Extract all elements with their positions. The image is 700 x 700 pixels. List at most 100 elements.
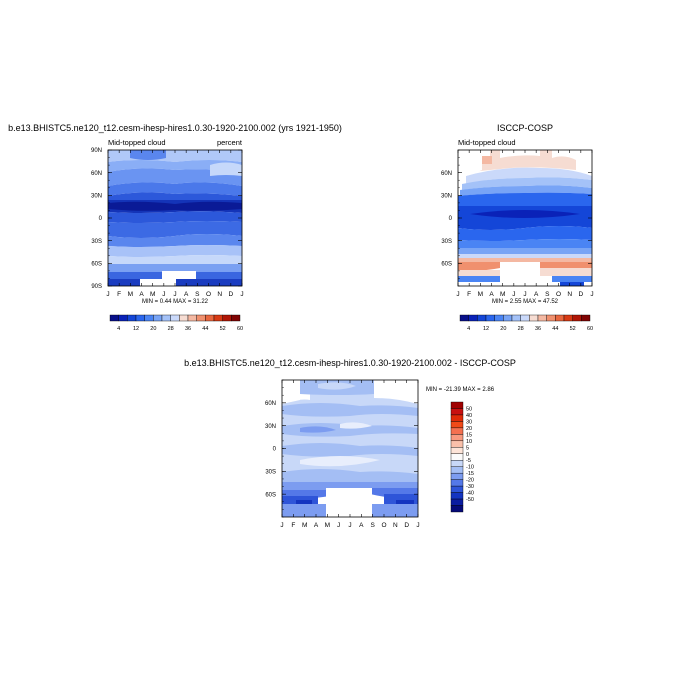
colorbar-label: 20 — [150, 326, 156, 332]
colorbar-swatch — [144, 314, 154, 322]
colorbar-swatch — [170, 314, 180, 322]
x-tick-label: D — [228, 291, 233, 298]
x-tick-label: J — [348, 522, 351, 529]
y-tick-label: 60S — [91, 262, 102, 268]
colorbar-swatch — [450, 505, 464, 513]
colorbar-swatch — [196, 314, 206, 322]
x-tick-label: N — [567, 291, 572, 298]
colorbar-label: -5 — [466, 458, 471, 464]
y-tick-label: 90S — [91, 284, 102, 290]
panel-obs-left-label: Mid-topped cloud — [458, 138, 516, 147]
y-tick-label: 30S — [265, 470, 276, 476]
colorbar-swatch — [450, 453, 464, 461]
x-tick-label: J — [162, 291, 165, 298]
colorbar-label: -20 — [466, 478, 474, 484]
x-tick-label: M — [500, 291, 505, 298]
y-tick-label: 30N — [265, 424, 276, 430]
y-tick-label: 0 — [449, 216, 453, 222]
colorbar-swatch — [450, 498, 464, 506]
colorbar-swatch — [231, 314, 241, 322]
x-tick-label: A — [139, 291, 144, 298]
x-tick-label: A — [489, 291, 494, 298]
y-tick-label: 30N — [91, 194, 102, 200]
colorbar-label: 4 — [467, 326, 470, 332]
y-tick-label: 30N — [441, 194, 452, 200]
colorbar-swatch — [450, 466, 464, 474]
colorbar-label: 5 — [466, 445, 469, 451]
colorbar-label: 60 — [237, 326, 243, 332]
colorbar-swatch — [135, 314, 145, 322]
panel-model-right-label: percent — [217, 138, 243, 147]
panel-obs: ISCCP-COSP Mid-topped cloud — [441, 123, 594, 332]
colorbar-swatch — [153, 314, 163, 322]
y-tick-label: 30S — [91, 239, 102, 245]
colorbar-swatch — [450, 460, 464, 467]
colorbar-swatch — [503, 314, 513, 322]
x-tick-label: N — [393, 522, 398, 529]
colorbar-label: 12 — [483, 326, 489, 332]
x-tick-label: S — [545, 291, 550, 298]
colorbar-swatch — [581, 314, 591, 322]
x-tick-label: A — [359, 522, 364, 529]
x-tick-label: J — [337, 522, 340, 529]
y-tick-label: 60N — [441, 171, 452, 177]
colorbar-label: 52 — [570, 326, 576, 332]
panel-diff-stats: MIN = -21.39 MAX = 2.86 — [426, 387, 495, 393]
y-tick-label: 90N — [91, 148, 102, 154]
y-tick-label: 60N — [91, 171, 102, 177]
colorbar-swatch — [450, 472, 464, 480]
colorbar-label: -50 — [466, 497, 474, 503]
x-tick-label: M — [302, 522, 307, 529]
panel-model-left-label: Mid-topped cloud — [108, 138, 166, 147]
colorbar-swatch — [161, 314, 171, 322]
colorbar-label: 4 — [117, 326, 120, 332]
panel-diff: b.e13.BHISTC5.ne120_t12.cesm-ihesp-hires… — [184, 358, 516, 529]
y-tick-label: 60N — [265, 401, 276, 407]
x-tick-label: D — [578, 291, 583, 298]
colorbar-swatch — [468, 314, 478, 322]
x-tick-label: J — [416, 522, 419, 529]
colorbar-swatch — [494, 314, 504, 322]
colorbar-swatch — [459, 314, 469, 322]
colorbar-swatch — [118, 314, 128, 322]
colorbar-swatch — [450, 492, 464, 500]
x-tick-label: J — [240, 291, 243, 298]
colorbar-swatch — [450, 440, 464, 448]
colorbar-label: 28 — [168, 326, 174, 332]
colorbar-swatch — [450, 414, 464, 422]
colorbar-label: 20 — [500, 326, 506, 332]
colorbar-label: 0 — [466, 452, 469, 458]
colorbar-label: 12 — [133, 326, 139, 332]
y-tick-label: 30S — [441, 239, 452, 245]
panel-model-stats: MIN = 0.44 MAX = 31.22 — [142, 299, 209, 305]
panel-obs-title: ISCCP-COSP — [497, 123, 553, 133]
colorbar-label: 52 — [220, 326, 226, 332]
colorbar-swatch — [529, 314, 539, 322]
y-tick-label: 0 — [99, 216, 103, 222]
x-tick-label: J — [512, 291, 515, 298]
panel-diff-title: b.e13.BHISTC5.ne120_t12.cesm-ihesp-hires… — [184, 358, 516, 368]
y-tick-label: 0 — [273, 447, 277, 453]
x-tick-label: M — [150, 291, 155, 298]
panel-obs-field — [458, 150, 592, 286]
y-tick-label: 60S — [265, 492, 276, 498]
colorbar-swatch — [572, 314, 582, 322]
x-tick-label: F — [291, 522, 295, 529]
x-tick-label: J — [456, 291, 459, 298]
colorbar-swatch — [485, 314, 495, 322]
x-tick-label: J — [523, 291, 526, 298]
x-tick-label: J — [106, 291, 109, 298]
colorbar-swatch — [563, 314, 573, 322]
colorbar-swatch — [109, 314, 119, 322]
x-tick-label: N — [217, 291, 222, 298]
x-tick-label: M — [128, 291, 133, 298]
colorbar-label: -10 — [466, 465, 474, 471]
x-tick-label: J — [280, 522, 283, 529]
x-tick-label: D — [404, 522, 409, 529]
colorbar-label: -40 — [466, 491, 474, 497]
colorbar-swatch — [213, 314, 223, 322]
x-tick-label: O — [381, 522, 386, 529]
x-tick-label: F — [117, 291, 121, 298]
